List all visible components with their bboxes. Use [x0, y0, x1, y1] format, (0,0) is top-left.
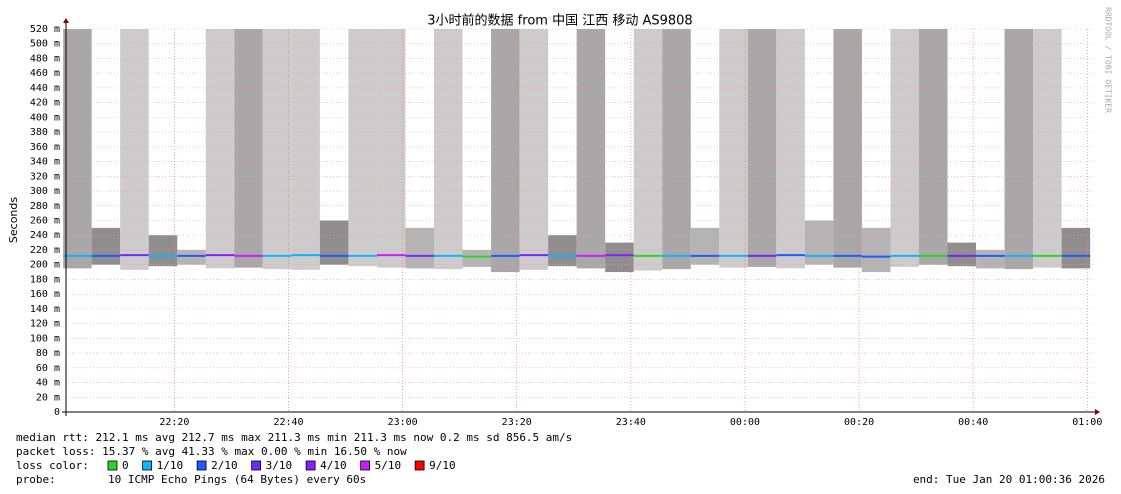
legend-label: 2/10: [211, 459, 238, 472]
y-tick-label: 360 m: [30, 142, 60, 153]
smoke-bar: [633, 29, 663, 271]
legend-label: 4/10: [320, 459, 347, 472]
legend-swatch: [360, 460, 371, 471]
y-tick-label: 340 m: [30, 157, 60, 168]
smoke-bar: [662, 29, 691, 270]
smoke-bar: [747, 29, 777, 267]
legend-label: 0: [122, 459, 129, 472]
y-tick-label: 240 m: [30, 230, 60, 241]
chart-title: 3小时前的数据 from 中国 江西 移动 AS9808: [427, 13, 692, 29]
smoke-bar: [205, 29, 235, 269]
smoke-bar: [91, 227, 121, 265]
y-tick-label: 100 m: [30, 333, 60, 344]
legend-swatch: [305, 460, 316, 471]
x-arrow: [1095, 409, 1100, 415]
y-tick-label: 160 m: [30, 289, 60, 300]
x-tick-label: 00:40: [958, 417, 988, 428]
smoke-bar: [319, 220, 349, 265]
smoke-bar: [234, 29, 263, 268]
probe-label: probe:: [16, 473, 56, 486]
end-time: end: Tue Jan 20 01:00:36 2026: [913, 473, 1105, 486]
smoke-bar: [148, 235, 178, 267]
smoke-bar: [690, 227, 720, 265]
y-tick-label: 220 m: [30, 245, 60, 256]
smoke-bar: [1004, 29, 1034, 270]
legend-swatch: [251, 460, 262, 471]
x-tick-label: 23:40: [616, 417, 646, 428]
smoke-bar: [605, 242, 634, 273]
legend-label: 9/10: [429, 459, 456, 472]
y-tick-label: 460 m: [30, 68, 60, 79]
y-tick-label: 80 m: [36, 348, 60, 359]
y-tick-label: 140 m: [30, 304, 60, 315]
smoke-bar: [291, 29, 320, 270]
smoke-bar: [1033, 29, 1062, 268]
y-tick-label: 420 m: [30, 98, 60, 109]
smoke-bar: [405, 227, 435, 269]
smoke-bar: [348, 29, 377, 267]
smoke-bar: [376, 29, 406, 268]
y-tick-label: 180 m: [30, 274, 60, 285]
legend-swatch: [414, 460, 425, 471]
smoke-bar: [262, 29, 292, 270]
legend-label: 5/10: [375, 459, 402, 472]
stats-line: median rtt: 212.1 ms avg 212.7 ms max 21…: [16, 431, 572, 444]
y-tick-label: 500 m: [30, 39, 60, 50]
y-tick-label: 260 m: [30, 216, 60, 227]
x-tick-label: 00:20: [844, 417, 874, 428]
stats-line: packet loss: 15.37 % avg 41.33 % max 0.0…: [16, 445, 407, 458]
x-tick-label: 00:00: [730, 417, 760, 428]
smoke-bar: [462, 249, 492, 267]
y-tick-label: 520 m: [30, 24, 60, 35]
smoke-bar: [576, 29, 606, 269]
y-axis-label: Seconds: [7, 197, 20, 243]
watermark: RRDTOOL / TOBI OETIKER: [1104, 7, 1113, 113]
y-tick-label: 400 m: [30, 112, 60, 123]
smoke-bar: [434, 29, 463, 270]
smoke-bar: [63, 29, 92, 269]
smoke-bar: [776, 29, 805, 269]
x-tick-label: 23:00: [388, 417, 418, 428]
legend-swatch: [107, 460, 118, 471]
smoke-bar: [833, 29, 862, 268]
smoke-bar: [947, 242, 977, 267]
x-tick-label: 22:40: [273, 417, 303, 428]
y-tick-label: 300 m: [30, 186, 60, 197]
smoke-bar: [976, 249, 1005, 269]
smoke-bar: [1061, 227, 1091, 269]
x-tick-label: 01:00: [1072, 417, 1102, 428]
probe: 10 ICMP Echo Pings (64 Bytes) every 60s: [108, 473, 366, 486]
y-tick-label: 120 m: [30, 319, 60, 330]
y-tick-label: 60 m: [36, 363, 60, 374]
y-arrow: [63, 18, 69, 23]
x-tick-label: 23:20: [502, 417, 532, 428]
y-tick-label: 20 m: [36, 392, 60, 403]
y-tick-label: 280 m: [30, 201, 60, 212]
y-tick-label: 480 m: [30, 53, 60, 64]
y-tick-label: 0: [54, 407, 60, 418]
x-tick-label: 22:20: [159, 417, 189, 428]
legend-title: loss color:: [16, 459, 89, 472]
y-tick-label: 40 m: [36, 378, 60, 389]
smoke-bar: [890, 29, 919, 267]
smoke-bar: [519, 29, 549, 270]
y-tick-label: 200 m: [30, 260, 60, 271]
smoke-bar: [177, 249, 206, 265]
y-tick-label: 380 m: [30, 127, 60, 138]
y-tick-label: 320 m: [30, 171, 60, 182]
smoke-bar: [491, 29, 520, 273]
legend-swatch: [196, 460, 207, 471]
legend-swatch: [142, 460, 153, 471]
smoke-bar: [120, 29, 149, 270]
smoke-bar: [804, 220, 834, 265]
legend-label: 3/10: [266, 459, 293, 472]
smoke-bar: [548, 235, 577, 267]
y-tick-label: 440 m: [30, 83, 60, 94]
legend-label: 1/10: [157, 459, 184, 472]
smoke-bar: [719, 29, 748, 268]
